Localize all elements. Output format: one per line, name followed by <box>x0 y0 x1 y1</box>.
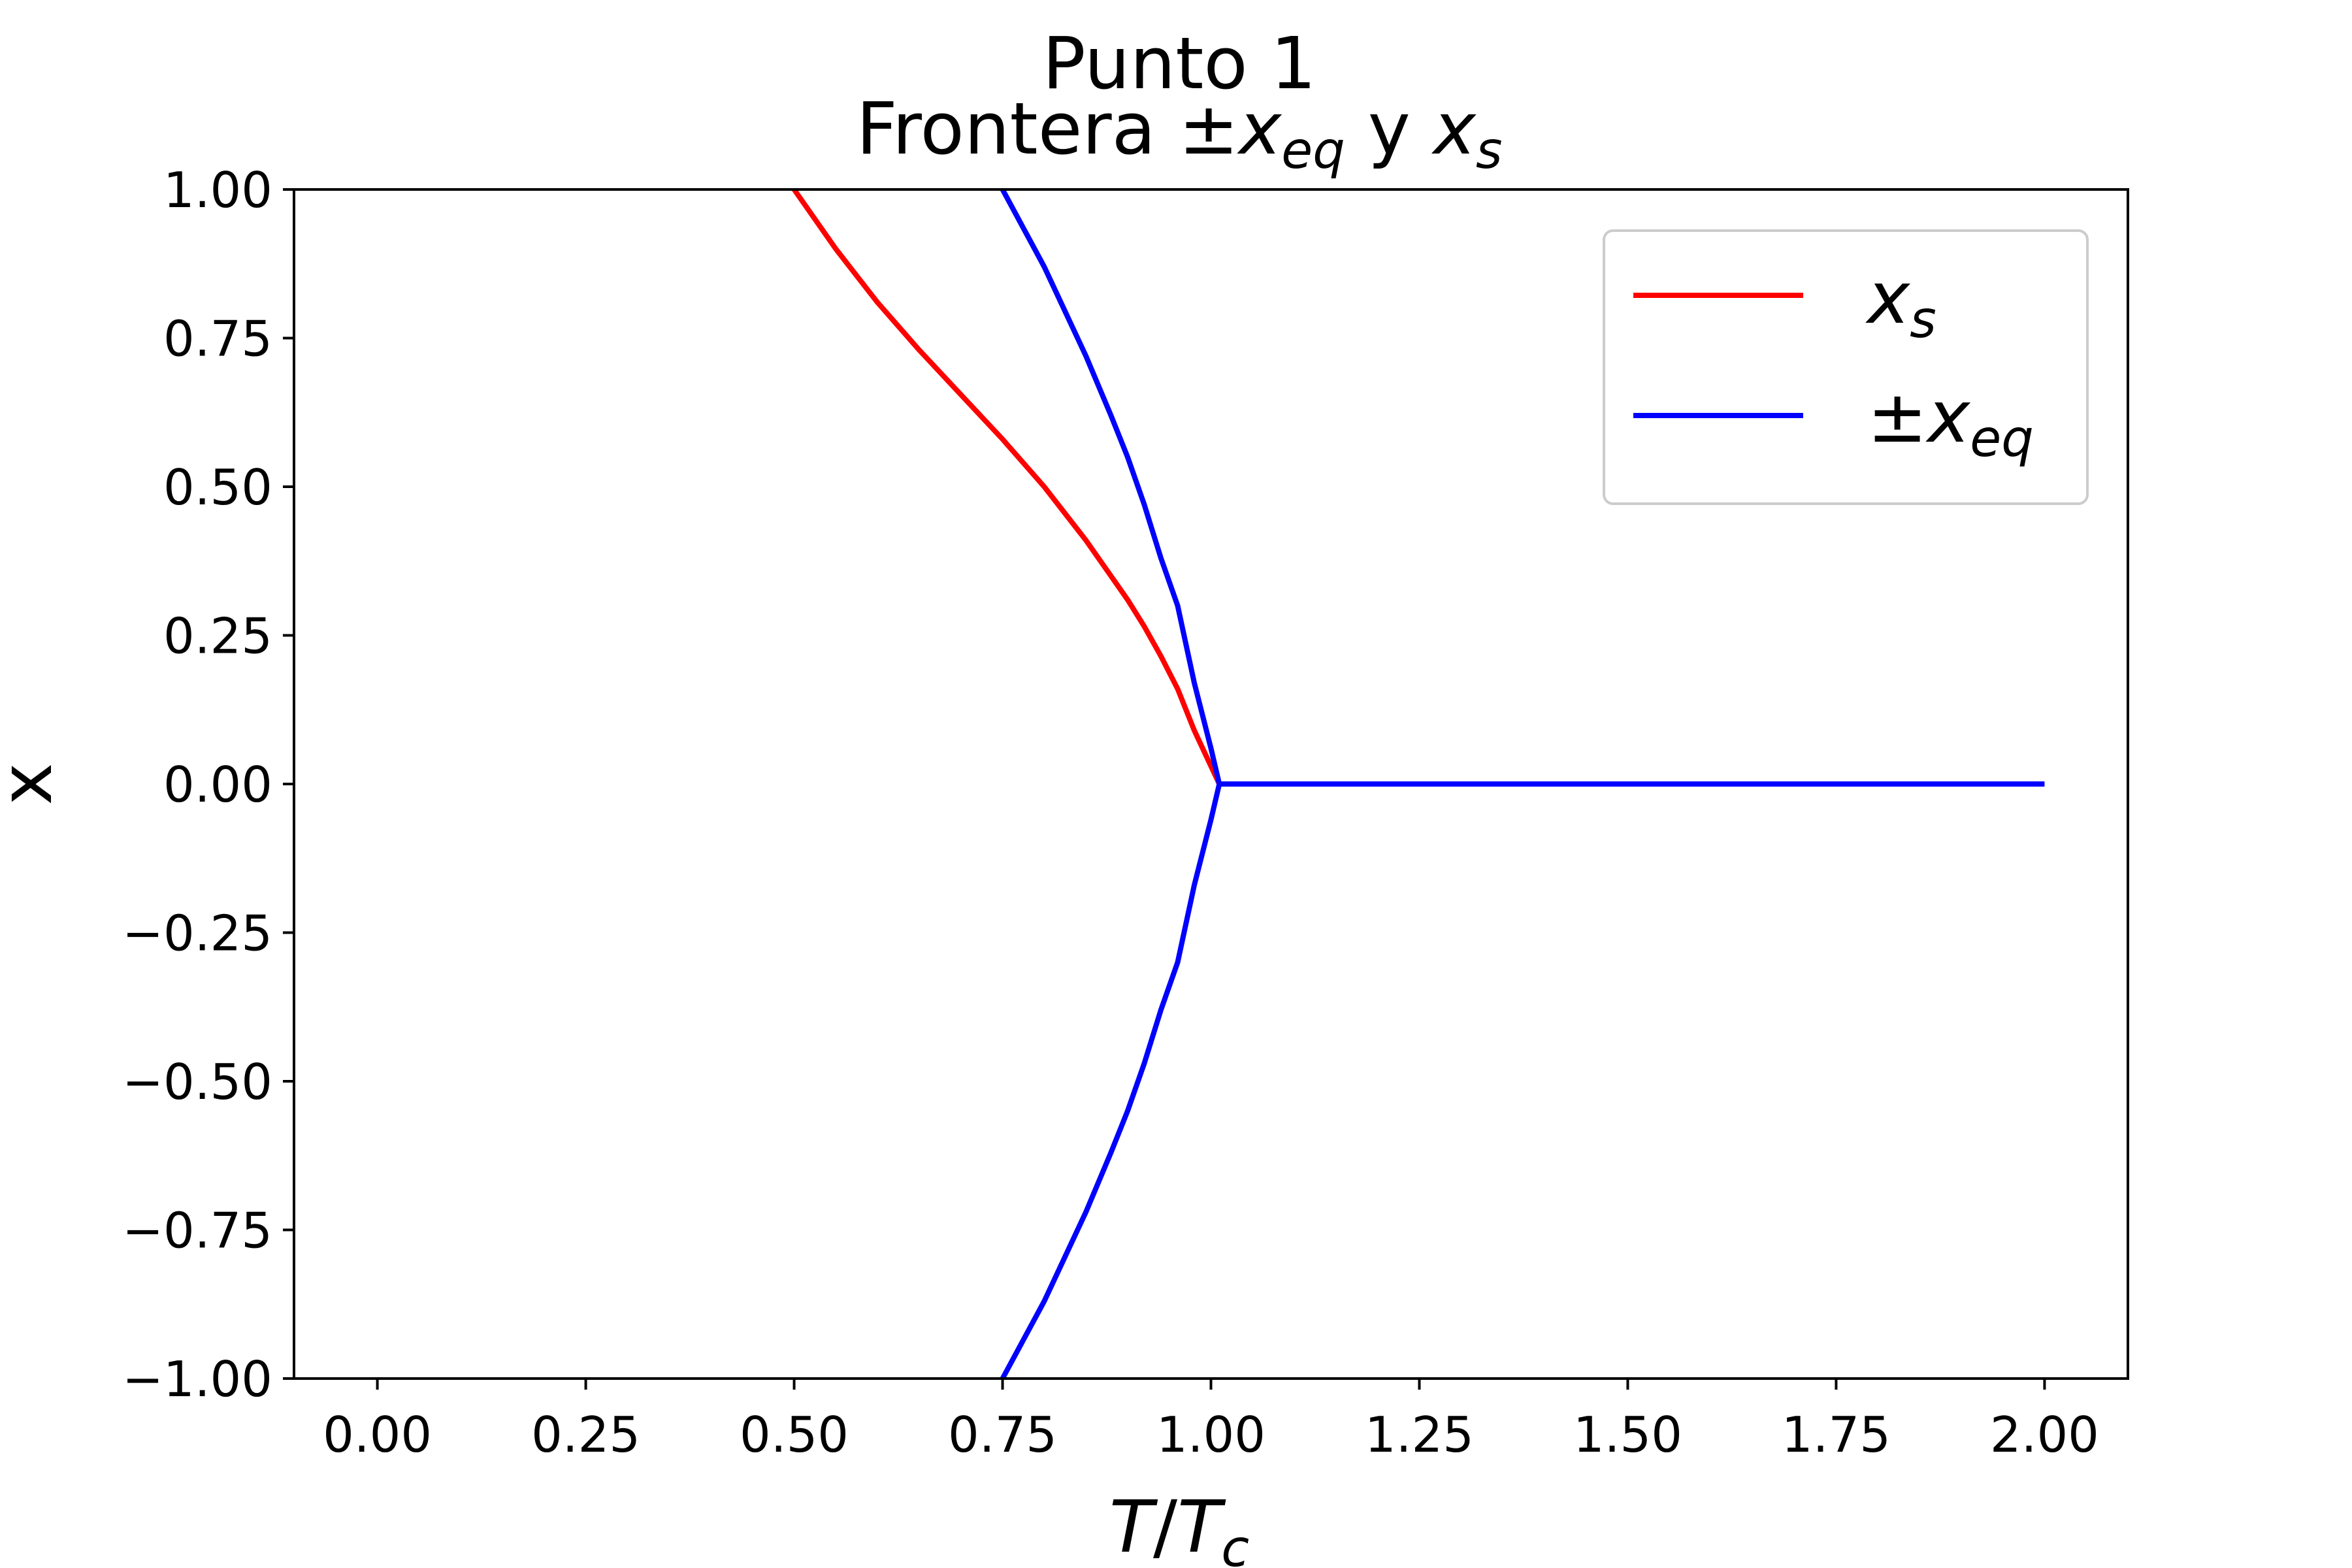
x-tick-label: 0.00 <box>323 1406 432 1463</box>
legend-box <box>1603 229 2089 505</box>
chart-title: Punto 1 <box>1042 22 1316 105</box>
series-line-0 <box>792 188 1222 785</box>
x-tick-label: 0.25 <box>531 1406 640 1463</box>
y-tick-label: −1.00 <box>122 1350 272 1408</box>
y-tick-label: −0.25 <box>122 905 272 962</box>
x-tick-label: 1.50 <box>1573 1406 1682 1463</box>
legend-label-x-eq: ±xeq <box>1867 375 2034 468</box>
chart-subtitle: Frontera ±xeq y xs <box>856 87 1502 180</box>
x-tick-label: 2.00 <box>1990 1406 2099 1463</box>
y-tick-label: 0.25 <box>163 608 272 665</box>
series-line-1 <box>1000 188 2045 787</box>
series-line-2 <box>1000 783 1222 1380</box>
axis-ticks: 0.00 0.25 0.50 0.75 1.00 1.25 1.50 1.75 2.00 1.00… <box>122 161 2099 1463</box>
plot-frame <box>293 188 2129 1380</box>
y-tick-label: 0.75 <box>163 310 272 368</box>
y-tick-label: 1.00 <box>163 161 272 219</box>
x-tick-label: 0.75 <box>948 1406 1057 1463</box>
x-tick-label: 1.75 <box>1782 1406 1891 1463</box>
y-axis-title: x <box>0 762 68 805</box>
x-tick-label: 0.50 <box>740 1406 849 1463</box>
y-tick-label: 0.50 <box>163 459 272 516</box>
x-tick-label: 1.25 <box>1365 1406 1474 1463</box>
legend: xs ±xeq <box>1603 229 2089 505</box>
y-tick-label: −0.50 <box>122 1053 272 1111</box>
x-tick-label: 1.00 <box>1156 1406 1266 1463</box>
legend-label-x-s: xs <box>1865 256 1936 350</box>
y-tick-label: −0.75 <box>122 1202 272 1260</box>
x-axis-title: T/Tc <box>1109 1485 1249 1568</box>
series-lines <box>792 188 2045 1380</box>
y-tick-label: 0.00 <box>163 756 272 813</box>
